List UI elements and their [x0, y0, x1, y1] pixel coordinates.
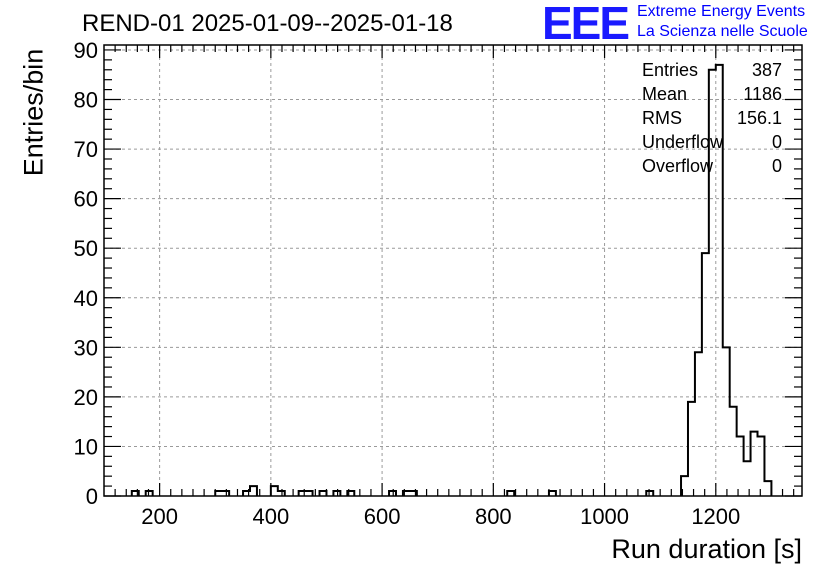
x-axis-label: Run duration [s]	[611, 534, 802, 564]
chart-title: REND-01 2025-01-09--2025-01-18	[82, 10, 453, 37]
histogram-bin	[758, 437, 765, 496]
stats-value: 0	[771, 132, 782, 152]
x-tick-label: 200	[141, 504, 178, 529]
stats-label: Underflow	[642, 132, 724, 152]
y-tick-label: 90	[74, 38, 98, 63]
histogram-bin	[702, 253, 709, 496]
histogram-outline	[130, 63, 773, 496]
histogram-bin	[751, 432, 758, 496]
y-tick-label: 70	[74, 137, 98, 162]
x-tick-label: 1200	[691, 504, 740, 529]
stats-label: RMS	[642, 108, 682, 128]
stats-row-rms: RMS 156.1	[642, 106, 782, 130]
logo-line-1: Extreme Energy Events	[637, 3, 806, 20]
y-tick-label: 50	[74, 236, 98, 261]
stats-label: Overflow	[642, 156, 714, 176]
histogram-bin	[730, 407, 737, 496]
y-tick-label: 30	[74, 335, 98, 360]
x-tick-label: 600	[364, 504, 401, 529]
eee-logo: EEE	[542, 0, 630, 49]
histogram-bin	[271, 486, 278, 496]
histogram-bin	[250, 486, 257, 496]
stats-value: 0	[771, 156, 782, 176]
y-tick-label: 0	[86, 484, 98, 509]
plot-frame	[103, 44, 803, 497]
stats-row-underflow: Underflow 0	[642, 130, 782, 154]
x-tick-label: 800	[475, 504, 512, 529]
logo-line-2: La Scienza nelle Scuole	[637, 23, 808, 40]
y-tick-label: 80	[74, 88, 98, 113]
logo-caption: Extreme Energy Events La Scienza nelle S…	[637, 2, 808, 42]
y-tick-label: 60	[74, 187, 98, 212]
histogram-bin	[695, 352, 702, 496]
stats-box: Entries 387 Mean 1186 RMS 156.1 Underflo…	[642, 58, 782, 178]
stats-label: Entries	[642, 60, 699, 80]
y-tick-label: 40	[74, 286, 98, 311]
histogram-bin	[764, 481, 771, 496]
stats-row-overflow: Overflow 0	[642, 154, 782, 178]
stats-value: 1186	[743, 84, 782, 104]
y-tick-label: 10	[74, 434, 98, 459]
histogram-bin	[737, 437, 744, 496]
x-tick-label: 400	[252, 504, 289, 529]
stats-row-mean: Mean 1186	[642, 82, 782, 106]
stats-value: 156.1	[736, 108, 782, 128]
y-tick-label: 20	[74, 385, 98, 410]
y-axis-label: Entries/bin	[18, 48, 49, 176]
histogram-bin	[688, 402, 695, 496]
stats-row-entries: Entries 387	[642, 58, 782, 82]
histogram-bin	[723, 347, 730, 496]
stats-label: Mean	[642, 84, 688, 104]
x-tick-label: 1000	[580, 504, 629, 529]
stats-value: 387	[751, 60, 782, 80]
